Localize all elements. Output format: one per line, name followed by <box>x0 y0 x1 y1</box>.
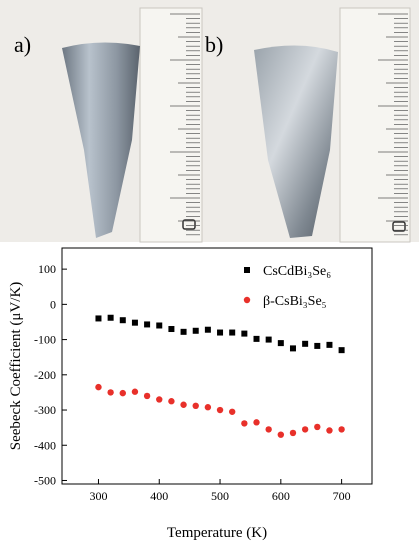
y-tick-label: -300 <box>34 403 56 417</box>
data-point <box>326 342 332 348</box>
panel-label: b) <box>205 32 223 57</box>
data-point <box>144 321 150 327</box>
legend-label: CsCdBi₃Se₆ <box>263 264 331 279</box>
data-point <box>253 419 259 425</box>
y-tick-label: 0 <box>50 297 56 311</box>
data-point <box>156 396 162 402</box>
data-point <box>229 409 235 415</box>
y-tick-label: -500 <box>34 473 56 487</box>
legend-marker <box>244 267 250 273</box>
y-tick-label: -400 <box>34 438 56 452</box>
data-point <box>107 389 113 395</box>
y-tick-label: -100 <box>34 333 56 347</box>
data-point <box>181 329 187 335</box>
data-point <box>95 384 101 390</box>
data-point <box>254 336 260 342</box>
data-point <box>144 393 150 399</box>
data-point <box>120 317 126 323</box>
x-tick-label: 400 <box>150 489 168 503</box>
data-point <box>132 320 138 326</box>
data-point <box>217 330 223 336</box>
photos: a) b) <box>0 0 419 242</box>
data-point <box>229 330 235 336</box>
data-point <box>326 427 332 433</box>
data-point <box>132 389 138 395</box>
y-tick-label: -200 <box>34 368 56 382</box>
data-point <box>241 420 247 426</box>
data-point <box>217 407 223 413</box>
data-point <box>95 315 101 321</box>
data-point <box>265 426 271 432</box>
figure: a) b) Temperature (K) Seebeck Coefficien… <box>0 0 419 546</box>
legend-label: β-CsBi₃Se₅ <box>263 294 327 309</box>
data-point <box>290 430 296 436</box>
data-point <box>338 426 344 432</box>
legend-marker <box>244 297 250 303</box>
data-point <box>205 404 211 410</box>
data-point <box>193 328 199 334</box>
data-point <box>241 331 247 337</box>
x-tick-label: 600 <box>272 489 290 503</box>
y-tick-label: 100 <box>38 262 56 276</box>
x-tick-label: 500 <box>211 489 229 503</box>
data-point <box>193 403 199 409</box>
data-point <box>266 337 272 343</box>
data-point <box>339 347 345 353</box>
data-point <box>108 315 114 321</box>
data-point <box>278 340 284 346</box>
data-point <box>302 341 308 347</box>
data-point <box>205 327 211 333</box>
plot-frame <box>62 248 372 484</box>
data-point <box>278 431 284 437</box>
data-point <box>302 426 308 432</box>
data-point <box>314 424 320 430</box>
x-tick-label: 300 <box>89 489 107 503</box>
x-axis-title: Temperature (K) <box>167 525 267 541</box>
data-point <box>168 326 174 332</box>
data-point <box>290 345 296 351</box>
data-point <box>180 402 186 408</box>
data-point <box>314 343 320 349</box>
y-axis-title: Seebeck Coefficient (μV/K) <box>8 282 24 451</box>
panel-label: a) <box>14 32 31 57</box>
data-point <box>156 322 162 328</box>
data-point <box>120 390 126 396</box>
data-point <box>168 398 174 404</box>
x-tick-label: 700 <box>333 489 351 503</box>
